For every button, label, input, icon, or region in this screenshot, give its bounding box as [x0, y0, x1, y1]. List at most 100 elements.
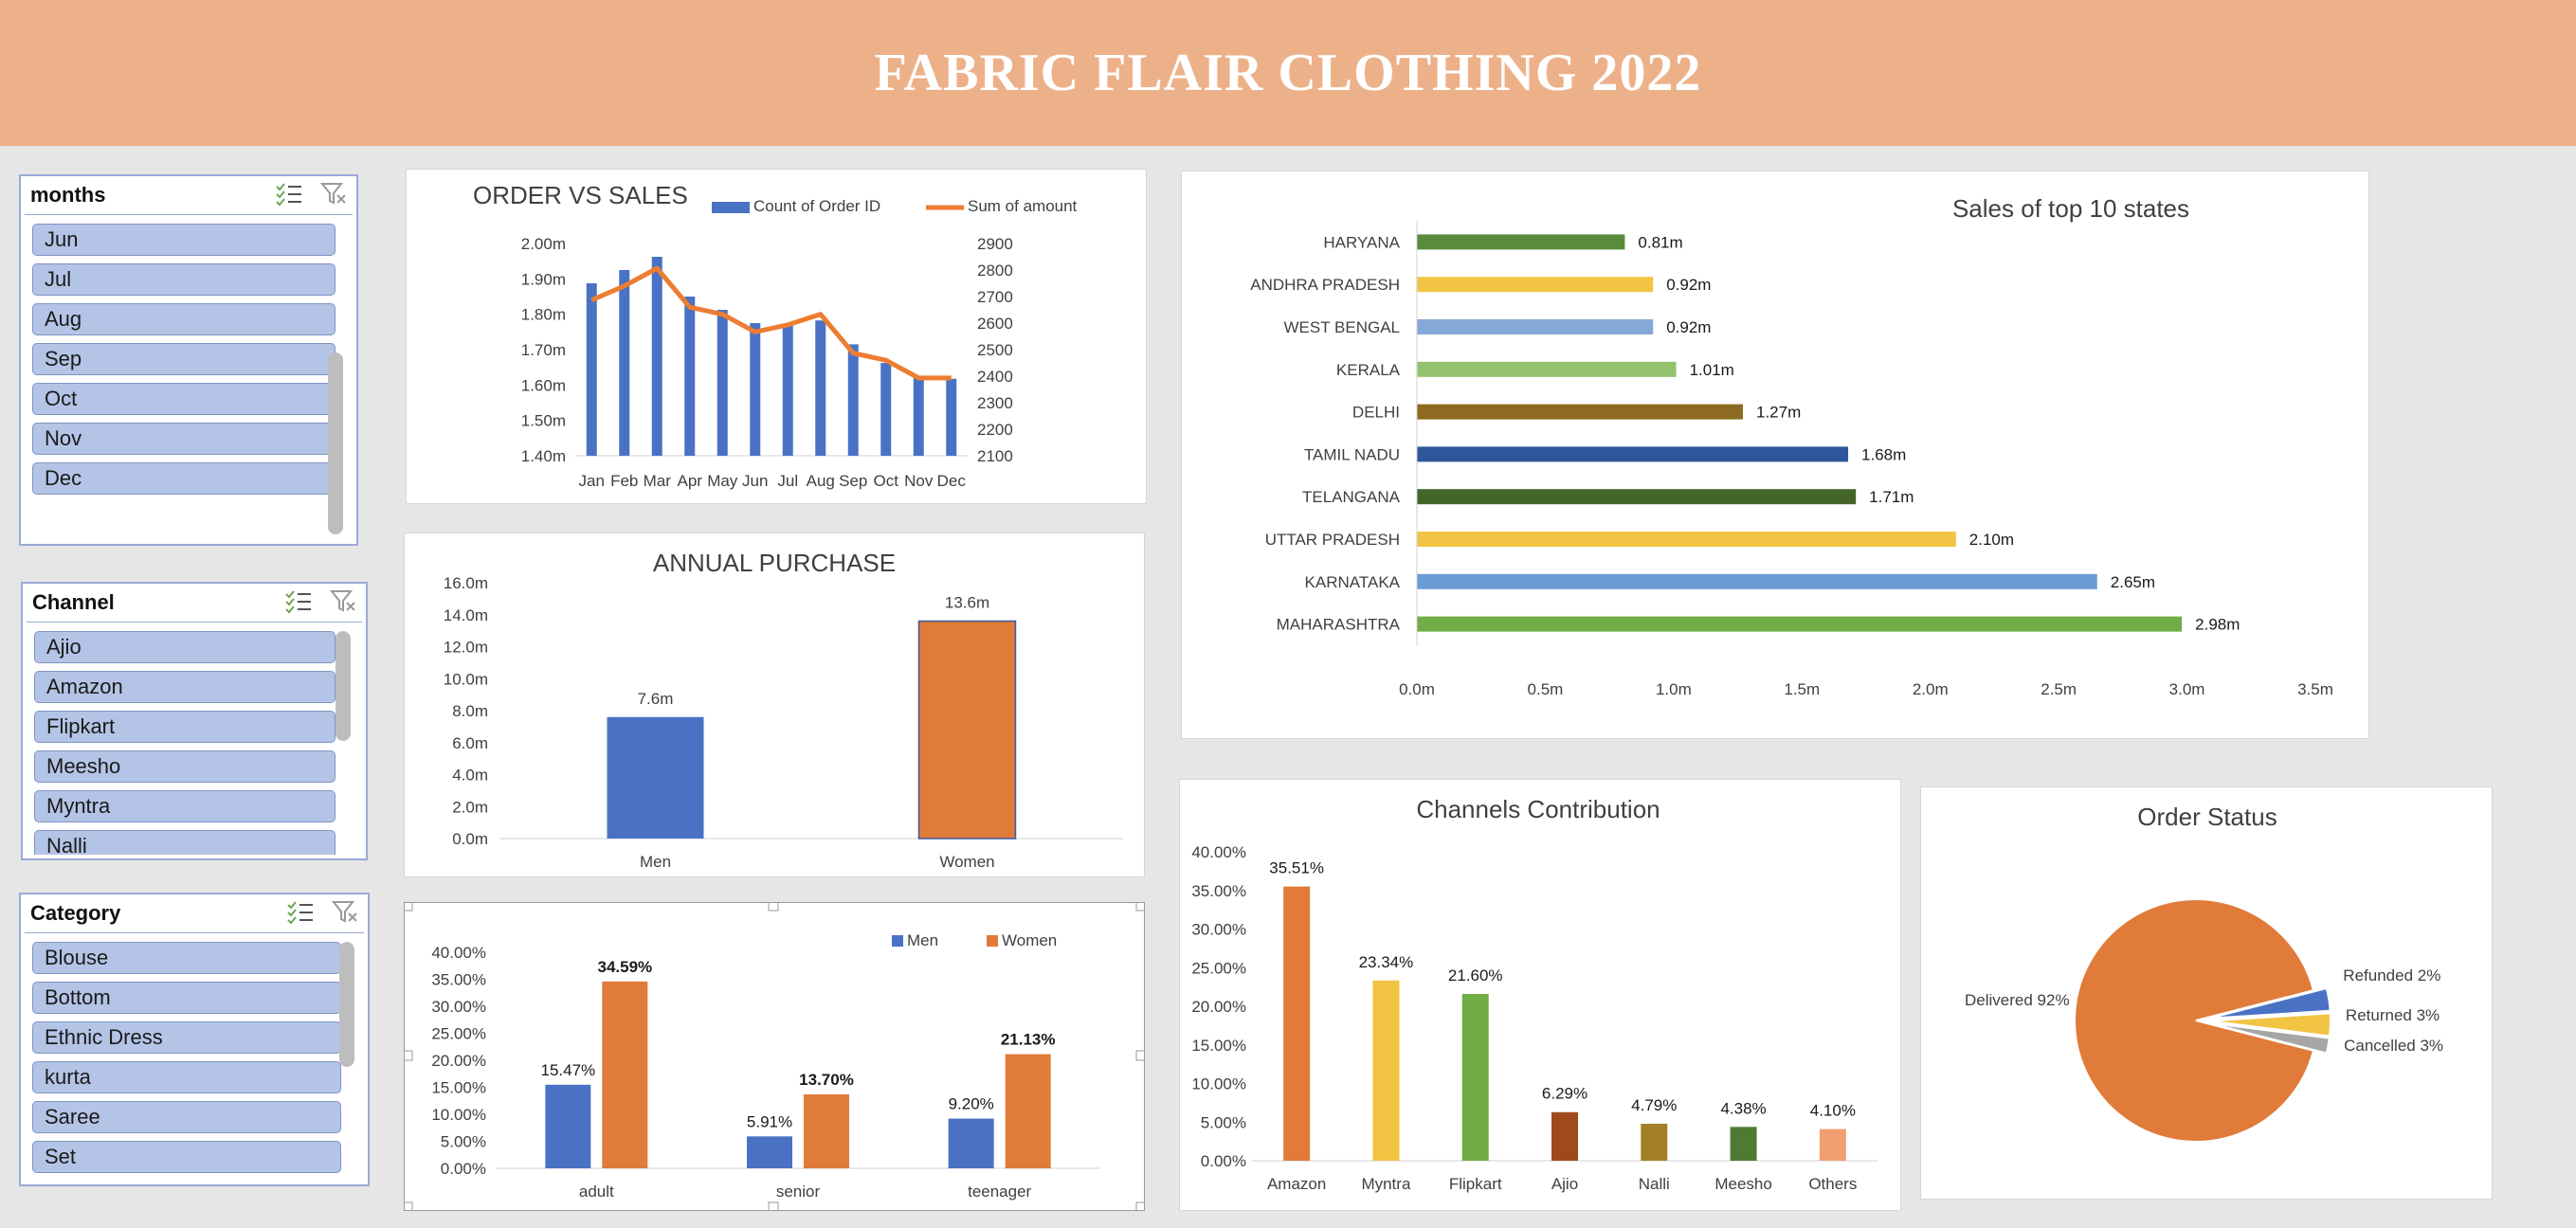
- slicer-item-aug[interactable]: Aug: [32, 303, 336, 335]
- slicer-item-set[interactable]: Set: [32, 1141, 341, 1173]
- slicer-item-bottom[interactable]: Bottom: [32, 982, 341, 1014]
- y-right-tick: 2800: [977, 262, 1013, 280]
- y-tick: 25.00%: [1191, 959, 1246, 977]
- data-label: 4.38%: [1720, 1099, 1766, 1117]
- slicer-item-saree[interactable]: Saree: [32, 1101, 341, 1133]
- legend-swatch-orders: [712, 202, 750, 213]
- y-right-tick: 2500: [977, 341, 1013, 359]
- x-tick: Jun: [742, 472, 768, 490]
- x-tick: Oct: [874, 472, 899, 490]
- slicer-scrollbar[interactable]: [336, 631, 351, 741]
- slicer-title: Category: [30, 901, 121, 925]
- x-tick: Women: [939, 853, 994, 871]
- y-tick: 25.00%: [431, 1025, 486, 1043]
- annual-purchase-chart: ANNUAL PURCHASE 0.0m 2.0m 4.0m 6.0m 8.0m 10.0m…: [444, 549, 1123, 871]
- channels-chart: Channels Contribution 0.00% 5.00% 10.00% 15.…: [1191, 795, 1878, 1193]
- dashboard-banner: FABRIC FLAIR CLOTHING 2022: [0, 0, 2576, 146]
- slicer-item-amazon[interactable]: Amazon: [34, 671, 336, 703]
- slicer-item-jun[interactable]: Jun: [32, 224, 336, 256]
- x-tick: 2.0m: [1913, 680, 1949, 698]
- data-label: 2.10m: [1969, 531, 2014, 549]
- clear-filter-icon[interactable]: [331, 900, 360, 930]
- slicer-scrollbar[interactable]: [339, 942, 354, 1067]
- y-tick: 5.00%: [441, 1133, 486, 1151]
- multi-select-icon[interactable]: [286, 900, 315, 930]
- bar-others: [1819, 1129, 1846, 1161]
- y-right-tick: 2700: [977, 288, 1013, 306]
- annual-purchase-panel[interactable]: ANNUAL PURCHASE 0.0m 2.0m 4.0m 6.0m 8.0m 10.0m…: [404, 533, 1145, 877]
- x-tick: Ajio: [1551, 1175, 1578, 1193]
- clear-filter-icon[interactable]: [329, 589, 358, 620]
- channels-panel[interactable]: Channels Contribution 0.00% 5.00% 10.00% 15.…: [1179, 779, 1901, 1211]
- age-group-panel[interactable]: Men Women 0.00% 5.00% 10.00% 15.00% 20.00% 25.0…: [402, 900, 1147, 1213]
- y-tick: 8.0m: [452, 702, 488, 720]
- order-status-panel[interactable]: Order Status Delivered 92% Cancelled 3% Ret…: [1920, 786, 2493, 1200]
- resize-handle: [1135, 1201, 1147, 1213]
- y-tick: 4.0m: [452, 767, 488, 785]
- slicer-item-myntra[interactable]: Myntra: [34, 790, 336, 822]
- data-label: 0.92m: [1666, 276, 1711, 294]
- bar-flipkart: [1461, 993, 1489, 1161]
- data-label: 1.68m: [1861, 445, 1906, 463]
- slicer-items: Ajio Amazon Flipkart Meesho Myntra Nalli: [34, 631, 336, 855]
- slicer-item-meesho[interactable]: Meesho: [34, 750, 336, 783]
- slicer-item-blouse[interactable]: Blouse: [32, 942, 341, 974]
- bar-order-count: [913, 376, 924, 456]
- x-tick: May: [707, 472, 738, 490]
- clear-filter-icon[interactable]: [319, 182, 349, 212]
- x-tick: 1.5m: [1784, 680, 1820, 698]
- bar-order-count: [619, 270, 630, 456]
- x-tick: 2.5m: [2041, 680, 2077, 698]
- bar-order-count: [717, 310, 728, 456]
- data-label: 7.6m: [638, 690, 674, 708]
- resize-handle: [1135, 1050, 1147, 1061]
- y-tick: 0.00%: [441, 1160, 486, 1178]
- slicer-item-oct[interactable]: Oct: [32, 383, 336, 415]
- slicer-item-sep[interactable]: Sep: [32, 343, 336, 375]
- y-right-tick: 2900: [977, 235, 1013, 253]
- pie-label: Cancelled 3%: [2344, 1037, 2443, 1055]
- y-tick: KARNATAKA: [1305, 573, 1401, 591]
- y-tick: 35.00%: [1191, 882, 1246, 900]
- x-tick: Jan: [579, 472, 605, 490]
- slicer-item-ethnic-dress[interactable]: Ethnic Dress: [32, 1021, 341, 1054]
- resize-handle: [1135, 900, 1147, 912]
- bar-order-count: [815, 320, 826, 456]
- y-tick: 0.0m: [452, 830, 488, 848]
- x-tick: Sep: [839, 472, 867, 490]
- multi-select-icon[interactable]: [284, 589, 313, 620]
- age-group-chart: Men Women 0.00% 5.00% 10.00% 15.00% 20.00% 25.0…: [402, 900, 1147, 1213]
- chart-title: Sales of top 10 states: [1952, 194, 2189, 223]
- bar-order-count: [946, 378, 957, 456]
- x-tick: Aug: [807, 472, 835, 490]
- chart-title: ANNUAL PURCHASE: [653, 549, 896, 577]
- bar-state: [1417, 489, 1857, 505]
- data-label: 1.01m: [1690, 361, 1734, 379]
- slicer-item-nalli[interactable]: Nalli: [34, 830, 336, 855]
- y-tick: 15.00%: [1191, 1037, 1246, 1055]
- top-states-panel[interactable]: Sales of top 10 states HARYANA 0.81m ANDHRA…: [1181, 171, 2369, 739]
- pie-label: Refunded 2%: [2343, 966, 2440, 984]
- slicer-item-flipkart[interactable]: Flipkart: [34, 711, 336, 743]
- data-label: 1.27m: [1756, 404, 1801, 422]
- slicer-item-ajio[interactable]: Ajio: [34, 631, 336, 663]
- slicer-item-dec[interactable]: Dec: [32, 462, 336, 495]
- multi-select-icon[interactable]: [275, 182, 303, 212]
- pie-slice-refunded: [2208, 1021, 2331, 1055]
- bar-state: [1417, 446, 1849, 462]
- x-tick: Mar: [644, 472, 672, 490]
- resize-handle: [768, 900, 779, 912]
- legend-label: Women: [1002, 931, 1057, 949]
- data-label: 4.10%: [1810, 1102, 1856, 1120]
- slicer-item-jul[interactable]: Jul: [32, 263, 336, 296]
- slicer-item-kurta[interactable]: kurta: [32, 1061, 341, 1093]
- y-tick: ANDHRA PRADESH: [1250, 276, 1400, 294]
- order-vs-sales-panel[interactable]: ORDER VS SALES Count of Order ID Sum of am…: [406, 169, 1147, 504]
- pie-slice-delivered: [2074, 898, 2315, 1143]
- slicer-scrollbar[interactable]: [328, 352, 343, 534]
- y-left-tick: 1.60m: [521, 376, 566, 394]
- bar-women-senior: [804, 1093, 849, 1168]
- x-tick: Feb: [610, 472, 638, 490]
- slicer-item-nov[interactable]: Nov: [32, 423, 336, 455]
- x-tick: Others: [1808, 1175, 1857, 1193]
